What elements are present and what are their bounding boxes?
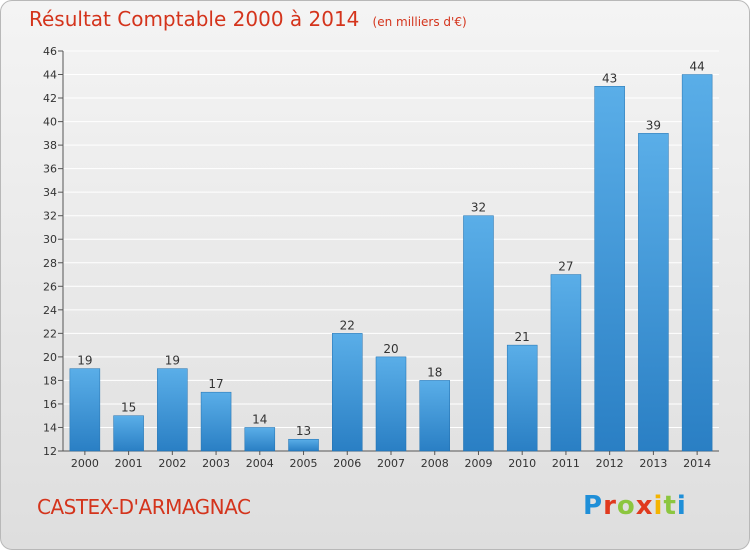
x-tick-label-2001: 2001 [115,457,143,470]
y-tick-label: 26 [43,280,57,293]
bar-2013 [638,133,669,452]
bar-2004 [244,427,276,452]
y-tick-label: 38 [43,139,57,152]
title-block: Résultat Comptable 2000 à 2014 (en milli… [29,7,467,31]
bar-2007 [375,356,407,452]
y-tick-label: 24 [43,304,57,317]
x-tick-label-2007: 2007 [377,457,405,470]
data-label-2006: 22 [340,318,355,332]
x-tick-label-2000: 2000 [71,457,99,470]
data-label-2005: 13 [296,424,311,438]
data-label-2011: 27 [558,260,573,274]
data-label-2014: 44 [689,60,704,74]
bar-2008 [419,380,450,452]
bar-2012 [594,86,625,452]
y-tick-label: 30 [43,233,57,246]
y-tick-label: 46 [43,45,57,58]
bar-2010 [506,344,538,452]
data-label-2007: 20 [383,342,398,356]
data-label-2008: 18 [427,365,442,379]
x-tick-label-2004: 2004 [246,457,274,470]
proxiti-logo: Proxiti [583,491,687,521]
x-tick-label-2009: 2009 [464,457,492,470]
bar-2002 [157,368,188,452]
y-tick-label: 40 [43,116,57,129]
x-tick-label-2014: 2014 [683,457,711,470]
data-label-2002: 19 [165,354,180,368]
data-label-2010: 21 [515,330,530,344]
y-tick-label: 36 [43,163,57,176]
data-label-2000: 19 [77,354,92,368]
bar-2006 [332,333,363,452]
data-label-2013: 39 [646,118,661,132]
bar-2005 [288,438,319,452]
bar-2001 [113,415,144,452]
x-tick-label-2006: 2006 [333,457,361,470]
x-tick-label-2002: 2002 [158,457,186,470]
bar-2014 [681,74,713,452]
bar-2000 [69,368,101,452]
y-tick-label: 34 [43,186,57,199]
data-label-2009: 32 [471,201,486,215]
y-tick-label: 28 [43,257,57,270]
y-tick-label: 44 [43,69,57,82]
x-tick-label-2011: 2011 [552,457,580,470]
x-tick-label-2008: 2008 [421,457,449,470]
y-tick-label: 12 [43,445,57,458]
bar-2011 [550,274,582,452]
y-tick-label: 42 [43,92,57,105]
y-tick-label: 22 [43,327,57,340]
y-tick-label: 20 [43,351,57,364]
x-tick-label-2010: 2010 [508,457,536,470]
y-tick-label: 18 [43,374,57,387]
chart-title: Résultat Comptable 2000 à 2014 [29,7,360,31]
place-name: CASTEX-D'ARMAGNAC [37,495,251,519]
data-label-2004: 14 [252,412,267,426]
bar-2009 [463,215,494,452]
y-tick-label: 14 [43,421,57,434]
x-tick-label-2013: 2013 [639,457,667,470]
x-tick-label-2003: 2003 [202,457,230,470]
data-label-2001: 15 [121,401,136,415]
data-label-2003: 17 [208,377,223,391]
x-tick-label-2012: 2012 [596,457,624,470]
y-tick-label: 16 [43,398,57,411]
chart-subtitle: (en milliers d'€) [372,15,467,29]
y-tick-label: 32 [43,210,57,223]
x-tick-label-2005: 2005 [290,457,318,470]
bar-2003 [200,391,232,452]
data-label-2012: 43 [602,71,617,85]
